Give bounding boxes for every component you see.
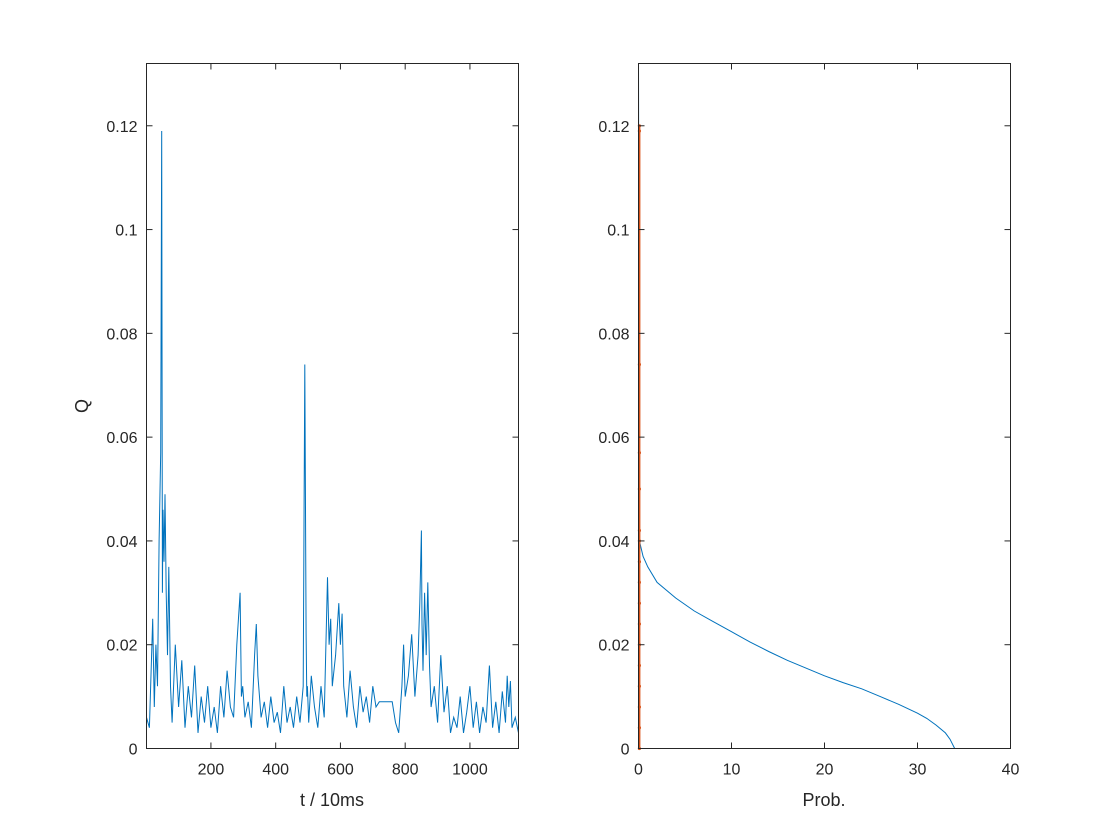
left-y-tick-label: 0.1 [115, 223, 137, 240]
left-series-line-0 [146, 130, 519, 734]
right-y-tick-label: 0.1 [607, 223, 629, 240]
left-y-tick-label: 0.08 [106, 326, 137, 343]
left-ticks: 200 400 600 800 1000 0 0.02 0.04 0.06 0.08 0.1 0.12 [106, 63, 519, 779]
left-axes-box [146, 63, 519, 749]
right-y-tick-label: 0 [621, 742, 630, 759]
left-y-tick-label: 0.04 [106, 534, 137, 551]
right-y-tick-label: 0.02 [598, 638, 629, 655]
left-x-tick-label: 600 [327, 762, 354, 779]
right-series-line-0 [638, 63, 956, 749]
right-y-tick-label: 0.04 [598, 534, 629, 551]
left-data-layer [146, 130, 519, 734]
right-x-tick-label: 20 [816, 762, 834, 779]
right-ticks: 0 10 20 30 40 0 0.02 0.04 0.06 0.08 0.1 0.12 [598, 63, 1020, 779]
left-y-axis-label: Q [72, 399, 92, 413]
left-x-axis-label: t / 10ms [300, 790, 364, 810]
right-x-tick-label: 0 [634, 762, 643, 779]
left-y-tick-label: 0.06 [106, 430, 137, 447]
left-x-tick-label: 200 [198, 762, 225, 779]
right-x-tick-label: 30 [909, 762, 927, 779]
left-y-tick-label: 0.02 [106, 638, 137, 655]
right-x-tick-label: 40 [1002, 762, 1020, 779]
right-y-tick-label: 0.06 [598, 430, 629, 447]
right-x-axis-label: Prob. [802, 790, 845, 810]
right-y-tick-label: 0.08 [598, 326, 629, 343]
left-plot: 200 400 600 800 1000 0 0.02 0.04 0.06 0.08 0.1 0.12… [72, 63, 519, 810]
right-plot: 0 10 20 30 40 0 0.02 0.04 0.06 0.08 0.1 0.12 Prob. [598, 63, 1020, 810]
left-x-tick-label: 800 [392, 762, 419, 779]
right-y-tick-label: 0.12 [598, 119, 629, 136]
right-x-tick-label: 10 [723, 762, 741, 779]
left-x-tick-label: 1000 [452, 762, 488, 779]
left-y-tick-label: 0 [129, 742, 138, 759]
left-y-tick-label: 0.12 [106, 119, 137, 136]
left-x-tick-label: 400 [262, 762, 289, 779]
